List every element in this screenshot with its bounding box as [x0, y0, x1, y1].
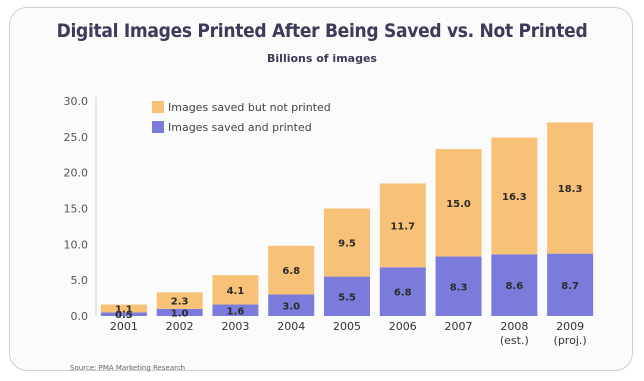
bar-segment [268, 294, 315, 316]
legend-label: Images saved but not printed [168, 101, 331, 114]
y-tick-label: 30.0 [64, 95, 89, 108]
data-label: 11.7 [390, 221, 415, 232]
x-tick-label: 2001 [110, 320, 138, 333]
bar-segment [491, 254, 538, 316]
bar-segment [324, 208, 370, 277]
bar-segment [435, 149, 482, 257]
bar-segment [156, 292, 203, 309]
data-label: 8.7 [561, 281, 579, 292]
x-tick-sublabel: (est.) [500, 334, 529, 347]
bar-segment [324, 276, 370, 316]
data-label: 6.8 [394, 288, 412, 299]
data-label: 0.5 [115, 310, 133, 321]
data-label: 1.6 [227, 306, 245, 317]
bar-segment [156, 308, 203, 316]
y-tick-label: 10.0 [64, 238, 89, 251]
bar-segment [268, 245, 315, 295]
x-tick-label: 2009 [556, 320, 584, 333]
bar-segment [547, 253, 594, 316]
data-label: 9.5 [338, 239, 356, 250]
data-label: 18.3 [558, 184, 583, 195]
x-tick-label: 2004 [277, 320, 305, 333]
y-tick-label: 25.0 [64, 131, 89, 144]
x-tick-sublabel: (proj.) [554, 334, 587, 347]
data-label: 6.8 [282, 266, 300, 277]
x-tick-label: 2002 [166, 320, 194, 333]
bar-segment [491, 137, 538, 255]
legend-swatch [152, 101, 164, 113]
x-tick-label: 2008 [500, 320, 528, 333]
data-label: 8.3 [450, 282, 468, 293]
x-tick-label: 2003 [221, 320, 249, 333]
source-note: Source: PMA Marketing Research [70, 364, 186, 372]
data-label: 3.0 [282, 301, 300, 312]
y-tick-label: 5.0 [71, 274, 89, 287]
y-tick-label: 0.0 [71, 310, 89, 323]
data-label: 8.6 [505, 281, 523, 292]
x-tick-label: 2005 [333, 320, 361, 333]
data-label: 16.3 [502, 192, 527, 203]
x-tick-label: 2007 [445, 320, 473, 333]
legend-swatch [152, 121, 164, 133]
data-label: 4.1 [227, 286, 245, 297]
bar-segment [100, 312, 147, 316]
data-label: 2.3 [171, 297, 189, 308]
bar-segment [379, 183, 426, 268]
bar-segment [212, 275, 259, 305]
y-tick-label: 20.0 [64, 167, 89, 180]
bar-segment [379, 267, 426, 316]
bar-segment [547, 122, 594, 254]
bar-segment [212, 304, 259, 316]
legend-label: Images saved and printed [168, 121, 312, 134]
data-label: 5.5 [338, 292, 356, 303]
chart-title: Digital Images Printed After Being Saved… [56, 20, 588, 42]
bar-segment [435, 256, 482, 316]
data-label: 1.0 [171, 308, 189, 319]
bar-segment [100, 304, 147, 313]
data-label: 1.1 [115, 304, 133, 315]
x-tick-label: 2006 [389, 320, 417, 333]
chart-subtitle: Billions of images [267, 52, 377, 65]
y-tick-label: 15.0 [64, 203, 89, 216]
data-label: 15.0 [446, 199, 471, 210]
